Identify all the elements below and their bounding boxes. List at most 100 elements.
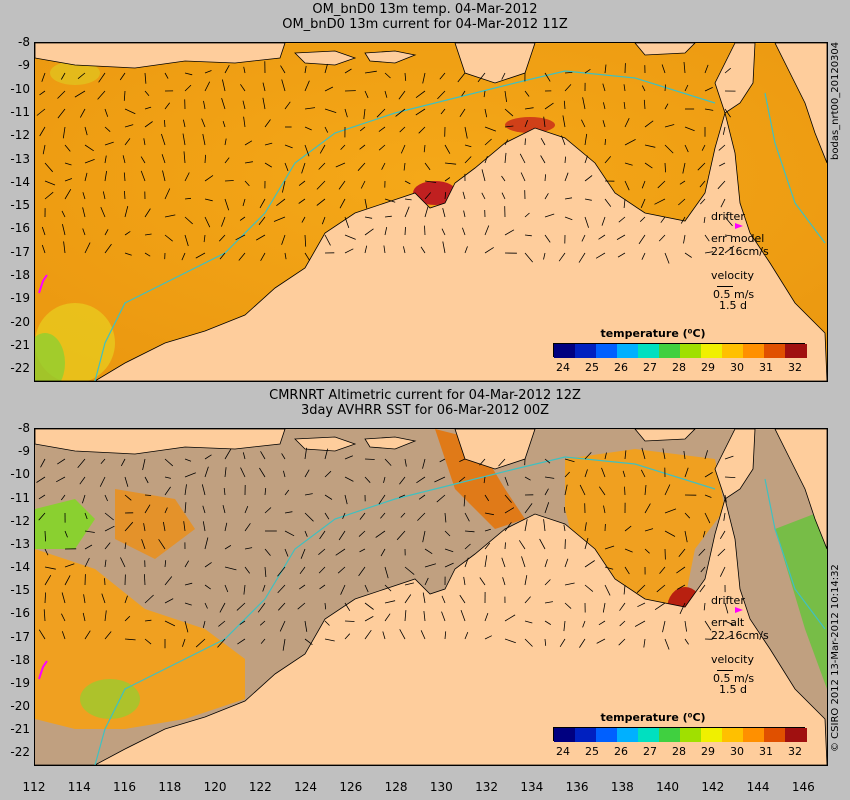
current-arrow (63, 241, 66, 254)
current-arrow (719, 566, 726, 577)
current-arrow (141, 539, 146, 550)
current-arrow (224, 522, 228, 532)
current-arrow (424, 162, 431, 171)
current-arrow (318, 548, 326, 556)
side-text-run-id: bodas_nrt00_20120304 (830, 41, 841, 160)
current-arrow (224, 157, 230, 164)
flores-land (364, 436, 417, 450)
side-text-copyright: © CSIRO 2012 13-Mar-2012 10:14:32 (830, 564, 841, 752)
current-arrow (700, 198, 706, 205)
current-arrow (504, 125, 514, 128)
current-arrow (658, 234, 666, 242)
current-arrow (602, 83, 606, 92)
colorbar-tick-label: 31 (759, 745, 773, 758)
current-arrow (57, 108, 66, 119)
current-arrow (524, 519, 528, 532)
velocity-label: velocity (711, 269, 754, 282)
current-arrow (378, 494, 386, 505)
current-arrow (623, 584, 626, 595)
current-arrow (404, 458, 407, 467)
current-arrow (324, 126, 329, 133)
colorbar-segment (764, 344, 786, 358)
current-arrow (723, 512, 726, 521)
current-arrow (704, 512, 711, 524)
current-arrow (61, 613, 66, 622)
current-arrow (184, 458, 192, 462)
current-arrow (579, 638, 586, 648)
current-arrow (144, 494, 152, 496)
y-tick-label: -20 (10, 699, 30, 714)
current-arrow (304, 493, 313, 496)
current-arrow (624, 118, 630, 128)
current-arrow (124, 206, 129, 218)
current-arrow (100, 206, 106, 218)
current-arrow (676, 566, 686, 574)
current-arrow (104, 631, 112, 640)
sst-patch-southwest (35, 549, 245, 729)
err-model-label: err model (711, 232, 765, 245)
current-arrow (521, 556, 526, 568)
colorbar-ticks: 24 25 26 27 28 29 30 31 32 (553, 745, 805, 759)
current-arrow (41, 244, 46, 254)
current-arrow (697, 162, 706, 171)
current-arrow (284, 548, 289, 557)
current-arrow (598, 234, 606, 240)
current-arrow (161, 154, 166, 164)
cool-patch-sw2 (35, 333, 65, 381)
top-map-panel[interactable]: drifter err model 22 16cm/s velocity 0.5… (34, 42, 828, 382)
current-arrow (242, 100, 246, 110)
current-arrow (424, 577, 429, 586)
sst-patch-north (435, 429, 525, 529)
current-arrow (184, 172, 190, 182)
current-arrow (384, 458, 392, 466)
bottom-map-panel[interactable]: drifter err alt 22 16cm/s velocity 0.5 m… (34, 428, 828, 766)
current-arrow (601, 216, 606, 226)
current-arrow (664, 162, 666, 173)
current-arrow (64, 575, 71, 586)
x-tick-label: 132 (475, 780, 499, 794)
current-arrow (584, 522, 587, 532)
current-arrow (104, 170, 107, 182)
current-arrow (222, 120, 226, 128)
current-arrow (704, 494, 712, 498)
current-arrow (564, 558, 569, 568)
current-arrow (420, 246, 426, 254)
current-arrow (124, 476, 129, 487)
current-arrow (524, 596, 531, 604)
colorbar-tick-label: 30 (730, 361, 744, 374)
current-arrow (461, 90, 466, 97)
current-arrow (124, 231, 131, 236)
current-arrow (319, 530, 326, 540)
current-arrow (460, 609, 466, 622)
current-arrow (298, 584, 306, 590)
current-arrow (104, 578, 106, 586)
current-arrow (544, 234, 551, 243)
current-arrow (276, 198, 286, 207)
current-arrow (364, 616, 374, 622)
current-arrow (164, 119, 166, 128)
current-arrow (224, 180, 234, 182)
current-arrow (84, 512, 88, 520)
current-arrow (684, 530, 688, 543)
colorbar-segment (701, 728, 723, 742)
current-arrow (584, 216, 589, 228)
current-arrow (300, 548, 306, 559)
current-arrow (219, 234, 226, 242)
current-arrow (104, 126, 111, 132)
current-arrow (462, 227, 466, 236)
current-arrow (164, 458, 174, 467)
current-arrow (164, 188, 171, 200)
current-arrow (204, 198, 213, 202)
current-arrow (244, 523, 251, 532)
timor-land (454, 429, 536, 470)
current-arrow (584, 133, 588, 146)
current-arrow (524, 575, 528, 586)
current-arrow (564, 484, 568, 496)
current-arrow (195, 252, 206, 259)
current-arrow (264, 566, 267, 578)
colorbar-segment (785, 728, 807, 742)
x-tick-label: 124 (294, 780, 317, 794)
current-arrow (584, 584, 594, 592)
current-arrow (656, 584, 666, 593)
current-arrow (724, 455, 734, 460)
